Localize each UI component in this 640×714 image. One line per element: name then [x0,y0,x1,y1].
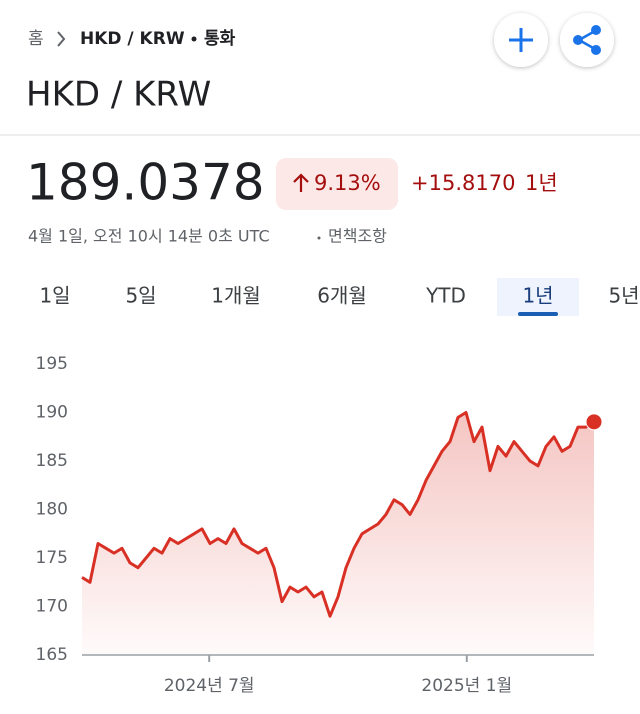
range-tab[interactable]: YTD [425,284,466,308]
y-tick-label: 165 [36,645,68,665]
y-tick-label: 175 [36,548,68,568]
breadcrumb-symbol: HKD / KRW [80,29,185,49]
timestamp: 4월 1일, 오전 10시 14분 0초 UTC [28,227,270,246]
button-bg[interactable] [560,13,614,67]
y-tick-label: 180 [36,500,68,520]
breadcrumb-home[interactable]: 홈 [28,29,44,49]
range-tab[interactable]: 5일 [125,284,156,308]
price-area [82,412,594,655]
range-tab[interactable]: 6개월 [317,284,367,308]
share-icon-node [591,25,601,35]
last-point [585,413,603,431]
breadcrumb-category[interactable]: 통화 [204,29,236,49]
y-tick-label: 170 [36,597,68,617]
separator-dot [191,36,197,42]
share-button[interactable] [560,13,614,67]
change-period: 1년 [525,171,558,195]
selected-tab-bg [497,278,579,316]
y-tick-label: 195 [36,354,68,374]
price-line [81,411,595,618]
selected-tab-indicator [518,312,558,316]
share-icon-node [573,35,583,45]
range-tabs: 1일 5일 1개월 6개월 YTD 1년 5년 [39,278,640,316]
range-tab[interactable]: 5년 [608,284,639,308]
x-tick-label: 2024년 7월 [164,676,255,696]
disclaimer-link[interactable]: 면책조항 [328,227,387,246]
y-tick-label: 185 [36,451,68,471]
y-tick-label: 190 [36,403,68,423]
share-icon-node [591,45,601,55]
range-tab[interactable]: 1개월 [211,284,261,308]
up-arrow-icon [293,173,309,192]
range-tab[interactable]: 1일 [39,284,70,308]
change-badge [276,158,398,210]
price: 189.0378 [26,154,265,212]
chart: 165 170 175 180 185 190 195 2024년 7월 2025년 1월 [36,354,603,696]
plus-icon [509,28,533,52]
range-tab[interactable]: 1년 [522,284,553,308]
change-amount: +15.8170 [411,171,515,195]
page-title: HKD / KRW [26,75,211,115]
change-percent: 9.13% [314,171,381,195]
add-button[interactable] [494,13,548,67]
chevron-icon [57,31,66,47]
separator-dot [317,236,321,240]
x-tick-label: 2025년 1월 [421,676,512,696]
